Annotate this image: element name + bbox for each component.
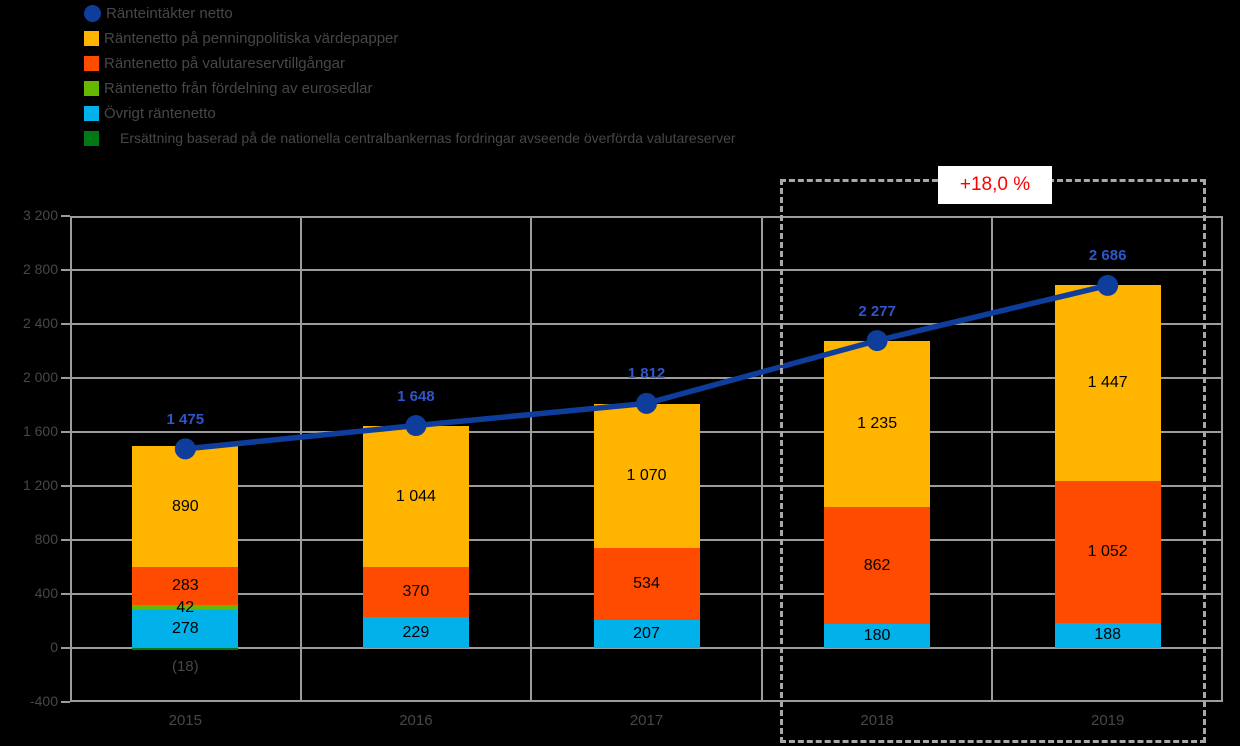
gridline: [299, 216, 302, 702]
legend-label: Övrigt räntenetto: [104, 104, 216, 122]
x-axis-label-2018: 2018: [860, 712, 894, 729]
y-tick-label: 2 000: [22, 369, 58, 385]
bar-value-label: 370: [402, 583, 430, 601]
square-swatch-icon: [84, 80, 99, 96]
bar-value-label: 534: [633, 575, 660, 592]
y-axis-tick: [61, 485, 70, 487]
line-marker-icon: [84, 4, 101, 22]
y-tick-label: 0: [50, 639, 58, 655]
square-swatch-icon: [84, 105, 99, 121]
plot-area-border: [70, 216, 1223, 702]
legend-item-banknote-allocation: Räntenetto från fördelning av eurosedlar: [84, 78, 373, 98]
y-tick-label: -400: [29, 693, 58, 709]
bar-segment-2018: [824, 507, 931, 624]
total-value-label: 1 812: [627, 365, 666, 383]
legend-label: Ränteintäkter netto: [106, 4, 233, 22]
bar-segment-2017: [593, 547, 700, 621]
bar-value-label: 1 070: [626, 466, 667, 484]
bar-segment-2016: [362, 617, 469, 648]
y-tick-label: 3 200: [22, 207, 58, 223]
y-tick-label: 1 200: [22, 477, 58, 493]
gridline: [70, 647, 1223, 649]
bar-segment-2019: [1054, 622, 1161, 648]
bar-value-label: 207: [633, 625, 660, 643]
y-axis-tick: [61, 593, 70, 595]
bar-value-label: 188: [1094, 626, 1122, 644]
legend-item-monetary-policy-securities: Räntenetto på penningpolitiska värdepapp…: [84, 28, 398, 48]
bar-segment-2015: [132, 566, 239, 605]
bar-segment-2015: [132, 604, 239, 611]
legend-item-ncb-remuneration: Ersättning baserad på de nationella cent…: [84, 128, 736, 148]
square-swatch-icon: [84, 55, 99, 71]
legend-item-foreign-reserves: Räntenetto på valutareservtillgångar: [84, 53, 345, 73]
bar-segment-negative-2015: [132, 648, 239, 651]
gridline: [991, 216, 994, 702]
bar-value-label: 42: [176, 598, 195, 616]
total-value-label: 1 648: [397, 387, 435, 405]
gridline: [760, 216, 763, 702]
legend-label: Ersättning baserad på de nationella cent…: [120, 130, 736, 146]
y-tick-label: 400: [34, 585, 58, 601]
bar-value-label: 278: [171, 620, 199, 638]
bar-segment-2016: [362, 567, 469, 618]
total-value-label: 2 686: [1088, 247, 1127, 265]
highlight-dashed-box: [780, 179, 1206, 743]
legend-item-net-interest-income: Ränteintäkter netto: [84, 3, 233, 23]
bar-segment-2018: [824, 623, 931, 648]
y-tick-label: 2 400: [22, 315, 58, 331]
square-swatch-icon: [84, 130, 99, 146]
x-axis-label-2019: 2019: [1091, 712, 1125, 729]
bar-value-label: 180: [863, 626, 891, 644]
y-axis-tick: [61, 215, 70, 217]
bar-value-label: 283: [171, 576, 199, 594]
y-tick-label: 2 800: [22, 261, 58, 277]
y-axis-tick: [61, 647, 70, 649]
y-axis-tick: [61, 323, 70, 325]
gridline: [530, 216, 533, 702]
square-swatch-icon: [84, 30, 99, 46]
bar-value-label: 862: [863, 556, 891, 574]
y-tick-label: 1 600: [22, 423, 58, 439]
gridline: [70, 269, 1223, 271]
legend-item-other-net-interest: Övrigt räntenetto: [84, 103, 216, 123]
bar-value-label: 890: [171, 497, 199, 515]
growth-annotation-text: +18,0 %: [959, 174, 1031, 195]
bar-value-label: 1 052: [1087, 542, 1128, 560]
bar-segment-2019: [1054, 480, 1161, 623]
legend-label: Räntenetto på penningpolitiska värdepapp…: [104, 29, 399, 47]
y-axis-tick: [61, 377, 70, 379]
legend-label: Räntenetto på valutareservtillgångar: [104, 54, 345, 72]
negative-value-label: (18): [171, 658, 199, 676]
y-axis-tick: [61, 431, 70, 433]
bar-segment-2017: [593, 620, 700, 648]
x-axis-label-2015: 2015: [168, 712, 202, 729]
bar-value-label: 1 044: [395, 487, 436, 505]
growth-annotation-badge: +18,0 %: [938, 166, 1052, 204]
y-axis-tick: [61, 539, 70, 541]
legend-label: Räntenetto från fördelning av eurosedlar: [104, 79, 373, 97]
y-axis-tick: [61, 269, 70, 271]
total-value-label: 1 475: [166, 410, 205, 428]
bar-value-label: 229: [402, 623, 430, 641]
bar-segment-2015: [132, 446, 239, 567]
y-axis-tick: [61, 701, 70, 703]
y-tick-label: 800: [34, 531, 58, 547]
x-axis-label-2017: 2017: [629, 712, 664, 729]
x-axis-label-2016: 2016: [399, 712, 433, 729]
bar-segment-2015: [132, 610, 239, 648]
